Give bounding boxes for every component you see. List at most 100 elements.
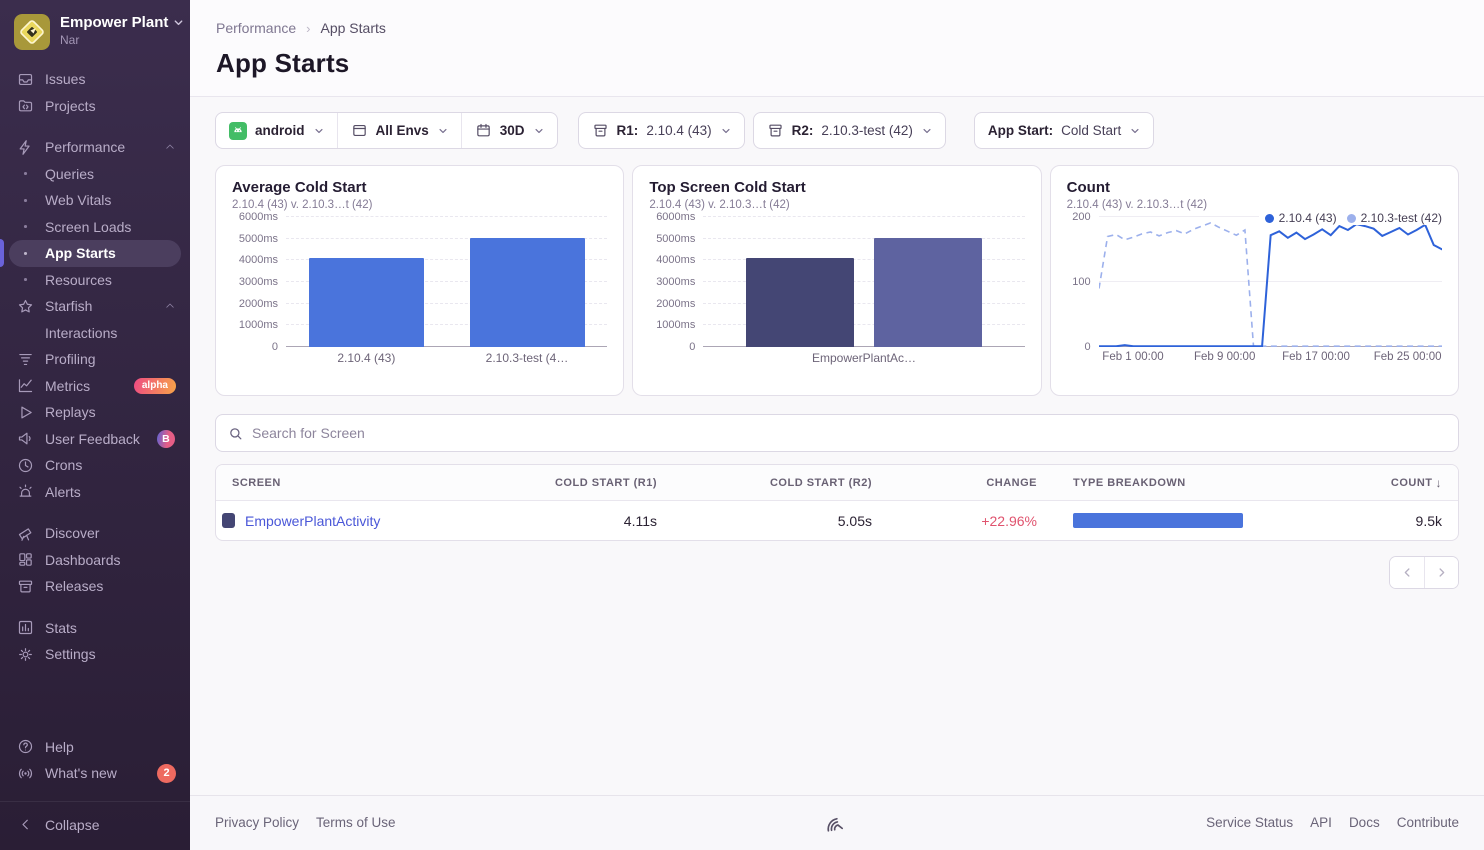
org-avatar — [14, 14, 50, 50]
stats-icon — [16, 619, 34, 637]
sidebar-item-releases[interactable]: Releases — [0, 573, 190, 600]
lightning-icon — [16, 138, 34, 156]
gridline — [703, 237, 1025, 239]
type-breakdown-bar[interactable] — [1073, 513, 1243, 528]
sidebar-item-alerts[interactable]: Alerts — [0, 479, 190, 506]
chart-subtitle: 2.10.4 (43) v. 2.10.3…t (42) — [649, 199, 790, 211]
badge-user-feedback: B — [156, 429, 175, 448]
gridline — [1098, 281, 1442, 282]
table-row[interactable]: EmpowerPlantActivity 4.11s 5.05s +22.96% 9.5… — [216, 501, 1458, 540]
screen-link[interactable]: EmpowerPlantActivity — [245, 512, 381, 529]
sidebar-item-performance[interactable]: Performance — [0, 134, 190, 161]
x-tick-label: Feb 17 00:00 — [1282, 351, 1350, 363]
sidebar-section-2: Discover Dashboards Releases — [0, 520, 190, 600]
footer-link-privacy-policy[interactable]: Privacy Policy — [215, 814, 300, 830]
sidebar-item-starfish[interactable]: Starfish — [0, 293, 190, 320]
chart-plot: 6000ms 5000ms 4000ms 3000ms 2000ms 1000ms 0 — [232, 211, 608, 353]
sidebar-item-issues[interactable]: Issues — [0, 66, 190, 93]
sidebar-section-1: Performance Queries Web Vitals Screen Loads… — [0, 134, 190, 505]
legend-item-2-10-4-43[interactable]: 2.10.4 (43) — [1264, 211, 1337, 225]
sidebar-collapse-section: Collapse — [0, 800, 190, 839]
sidebar-item-queries[interactable]: Queries — [0, 161, 190, 188]
footer-link-contribute[interactable]: Contribute — [1396, 814, 1459, 830]
sidebar-item-interactions[interactable]: Interactions — [0, 320, 190, 347]
org-switcher[interactable]: Empower Plant Nar — [0, 12, 190, 50]
bar-2-10-3-test-42[interactable] — [873, 237, 982, 347]
filter-group-0: android All Envs 30D — [215, 112, 558, 149]
footer-link-docs[interactable]: Docs — [1348, 814, 1380, 830]
chart-legend: 2.10.4 (43) 2.10.3-test (42) — [1258, 211, 1442, 225]
pagination-prev-button[interactable] — [1390, 557, 1424, 588]
breadcrumb-app-starts[interactable]: App Starts — [320, 20, 386, 36]
feedback-icon — [16, 430, 34, 448]
sidebar-item-stats[interactable]: Stats — [0, 615, 190, 642]
filter-30d[interactable]: 30D — [460, 113, 557, 148]
filter-r1[interactable]: R1: 2.10.4 (43) — [579, 113, 744, 148]
column-header-count[interactable]: COUNT ↓ — [1347, 476, 1442, 490]
filter-app-start[interactable]: App Start: Cold Start — [975, 113, 1153, 148]
column-header-type-breakdown[interactable]: TYPE BREAKDOWN — [1037, 477, 1347, 489]
gridline — [286, 281, 608, 282]
sidebar-item-app-starts[interactable]: App Starts — [0, 239, 181, 267]
y-tick-label: 4000ms — [656, 254, 696, 267]
bar-2-10-3-test-42[interactable] — [469, 237, 585, 347]
column-header-cold-start-r2[interactable]: COLD START (R2) — [657, 477, 872, 489]
column-header-change[interactable]: CHANGE — [872, 477, 1037, 489]
bar-2-10-4-43[interactable] — [308, 257, 424, 347]
legend-dot-icon — [1346, 213, 1356, 223]
bars-layer — [703, 217, 1024, 347]
chart-grid — [703, 216, 1025, 347]
profiling-icon — [16, 350, 34, 368]
filter-r2[interactable]: R2: 2.10.3-test (42) — [754, 113, 945, 148]
sidebar-item-settings[interactable]: Settings — [0, 641, 190, 668]
footer-link-terms-of-use[interactable]: Terms of Use — [316, 814, 396, 830]
sidebar-item-discover[interactable]: Discover — [0, 520, 190, 547]
y-tick-label: 3000ms — [238, 276, 278, 288]
search-input[interactable] — [252, 425, 1446, 441]
sidebar-item-web-vitals[interactable]: Web Vitals — [0, 187, 190, 214]
crons-icon — [16, 456, 34, 474]
filter-android[interactable]: android — [216, 113, 337, 148]
sidebar-item-resources[interactable]: Resources — [0, 267, 190, 294]
filter-all-envs[interactable]: All Envs — [336, 113, 461, 148]
chevron-down-icon — [534, 126, 544, 136]
column-header-cold-start-r1[interactable]: COLD START (R1) — [457, 477, 657, 489]
footer-link-api[interactable]: API — [1310, 814, 1332, 830]
sidebar-item-crons[interactable]: Crons — [0, 452, 190, 479]
pagination-next-button[interactable] — [1424, 557, 1458, 588]
replays-icon — [16, 403, 34, 421]
sidebar-item-collapse[interactable]: Collapse — [0, 812, 190, 839]
sidebar-item-replays[interactable]: Replays — [0, 399, 190, 426]
chevron-up-icon[interactable] — [164, 300, 176, 312]
bar-2-10-4-43[interactable] — [745, 257, 854, 347]
chevron-up-icon[interactable] — [164, 141, 176, 153]
package-icon — [767, 122, 784, 139]
x-tick-label: Feb 1 00:00 — [1102, 351, 1164, 363]
metrics-icon — [16, 377, 34, 395]
sidebar-item-user-feedback[interactable]: User Feedback B — [0, 426, 190, 453]
projects-icon — [16, 97, 34, 115]
filter-value: Cold Start — [1061, 123, 1122, 138]
legend-label: 2.10.3-test (42) — [1360, 211, 1442, 225]
column-header-screen[interactable]: SCREEN — [232, 477, 457, 489]
sidebar-item-projects[interactable]: Projects — [0, 93, 190, 120]
gridline — [703, 259, 1025, 261]
filter-label: R2: — [791, 123, 814, 138]
cold-start-r1-value: 4.11s — [623, 512, 657, 529]
sidebar-item-dashboards[interactable]: Dashboards — [0, 547, 190, 574]
settings-icon — [16, 645, 34, 663]
sidebar-item-what-s-new[interactable]: What's new 2 — [0, 760, 190, 787]
issues-icon — [16, 70, 34, 88]
breadcrumb-performance[interactable]: Performance — [216, 20, 297, 36]
sidebar-item-screen-loads[interactable]: Screen Loads — [0, 214, 190, 241]
sidebar-item-label: Starfish — [45, 298, 93, 315]
footer-link-service-status[interactable]: Service Status — [1206, 814, 1294, 830]
sidebar-item-label: Projects — [45, 97, 96, 114]
sidebar-item-profiling[interactable]: Profiling — [0, 346, 190, 373]
sidebar-item-metrics[interactable]: Metrics alpha — [0, 373, 190, 400]
chevron-right-icon — [1439, 568, 1445, 577]
sidebar-item-label: Releases — [45, 578, 104, 595]
chart-card-count: Count 2.10.4 (43) v. 2.10.3…t (42) 200 100 0… — [1049, 165, 1459, 396]
legend-item-2-10-3-test-42[interactable]: 2.10.3-test (42) — [1346, 211, 1442, 225]
sidebar-item-help[interactable]: Help — [0, 734, 190, 761]
